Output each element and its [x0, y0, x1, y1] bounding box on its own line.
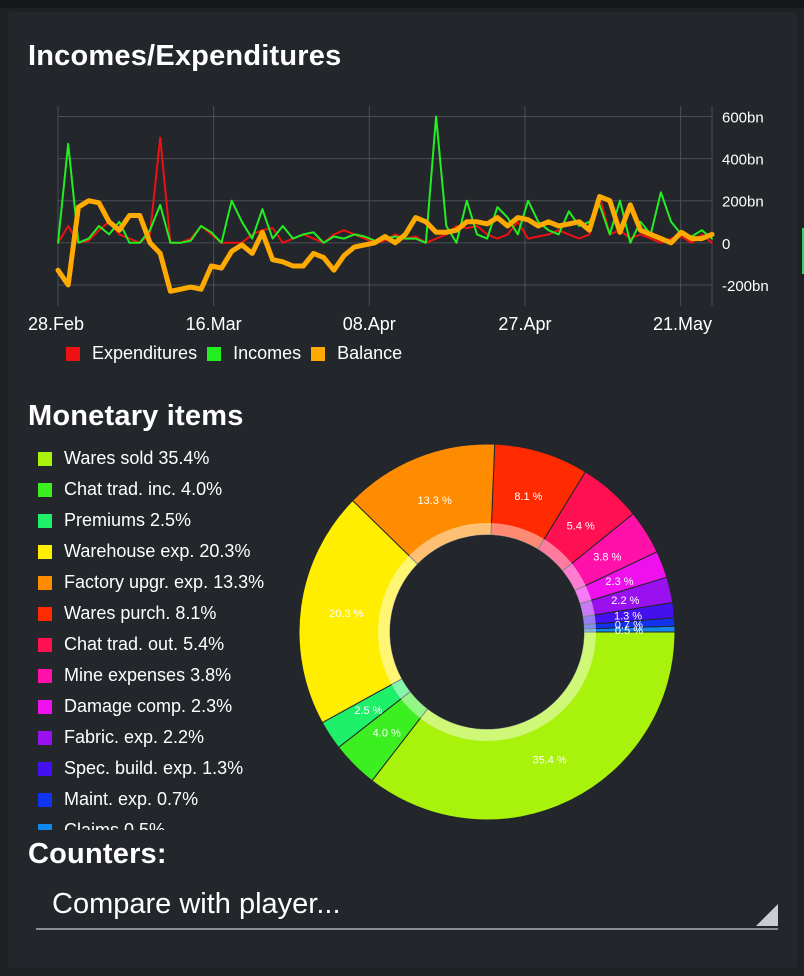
y-tick-label: 200bn: [722, 194, 764, 211]
monetary-title: Monetary items: [28, 400, 244, 432]
monetary-item-label: Fabric. exp. 2.2%: [64, 727, 205, 747]
x-tick-label: 08.Apr: [343, 314, 396, 334]
legend-label-balance: Balance: [337, 343, 403, 363]
monetary-item-label: Mine expenses 3.8%: [64, 665, 232, 685]
monetary-item-swatch: [38, 792, 52, 807]
monetary-item-swatch: [38, 761, 52, 776]
line-chart-legend: Expenditures Incomes Balance: [66, 343, 412, 364]
incomes-title: Incomes/Expenditures: [28, 40, 342, 72]
monetary-item-swatch: [38, 730, 52, 745]
monetary-item: Chat trad. out. 5.4%: [38, 629, 298, 660]
monetary-item-swatch: [38, 823, 52, 830]
donut-slice-label: 0.7 %: [615, 619, 643, 631]
monetary-item-label: Chat trad. inc. 4.0%: [64, 479, 223, 499]
donut-slice-label: 5.4 %: [567, 520, 595, 532]
counters-title: Counters:: [28, 838, 167, 870]
donut-slice-label: 35.4 %: [532, 754, 566, 766]
donut-slice-label: 0.5 %: [615, 625, 643, 637]
donut-inner-ring: [378, 523, 596, 741]
legend-swatch-incomes: [207, 346, 222, 361]
dropdown-corner-icon: [756, 904, 778, 926]
x-tick-label: 16.Mar: [186, 314, 242, 334]
x-tick-label: 21.May: [653, 314, 712, 334]
monetary-item-label: Damage comp. 2.3%: [64, 696, 233, 716]
monetary-item: Wares sold 35.4%: [38, 443, 298, 474]
monetary-item-label: Warehouse exp. 20.3%: [64, 541, 251, 561]
monetary-item: Factory upgr. exp. 13.3%: [38, 567, 298, 598]
monetary-item-swatch: [38, 668, 52, 683]
monetary-item-swatch: [38, 513, 52, 528]
monetary-item-swatch: [38, 637, 52, 652]
monetary-item-swatch: [38, 606, 52, 621]
donut-slice-label: 3.8 %: [593, 552, 621, 564]
monetary-item: Claims 0.5%: [38, 815, 298, 830]
legend-label-incomes: Incomes: [233, 343, 302, 363]
series-line-expenditures: [57, 136, 713, 244]
monetary-item: Premiums 2.5%: [38, 505, 298, 536]
incomes-line-chart: 600bn 400bn 200bn 0 -200bn 28.Feb 16.Mar 08.Ap…: [28, 106, 769, 334]
monetary-item: Spec. build. exp. 1.3%: [38, 753, 298, 784]
y-tick-label: 0: [722, 236, 730, 253]
monetary-item: Warehouse exp. 20.3%: [38, 536, 298, 567]
monetary-item-swatch: [38, 482, 52, 497]
monetary-item-label: Factory upgr. exp. 13.3%: [64, 572, 265, 592]
monetary-items-list: Wares sold 35.4% Chat trad. inc. 4.0% Prem…: [38, 443, 298, 830]
monetary-item: Wares purch. 8.1%: [38, 598, 298, 629]
monetary-item: Damage comp. 2.3%: [38, 691, 298, 722]
compare-player-placeholder: Compare with player...: [52, 888, 341, 920]
monetary-item-label: Chat trad. out. 5.4%: [64, 634, 225, 654]
monetary-item-label: Wares sold 35.4%: [64, 448, 210, 468]
monetary-item-label: Maint. exp. 0.7%: [64, 789, 199, 809]
donut-labels: 0.5 %0.7 %1.3 % 2.2 % 2.3 % 3.8 % 5.4 % 8.1 %…: [329, 491, 643, 766]
monetary-item-label: Premiums 2.5%: [64, 510, 192, 530]
top-bar: [0, 0, 804, 8]
monetary-item-label: Spec. build. exp. 1.3%: [64, 758, 244, 778]
donut-slice-label: 4.0 %: [373, 728, 401, 740]
series-line-balance: [55, 194, 715, 294]
monetary-item-swatch: [38, 699, 52, 714]
side-tab-indicator[interactable]: [802, 228, 804, 274]
monetary-item-label: Claims 0.5%: [64, 820, 166, 830]
monetary-item-label: Wares purch. 8.1%: [64, 603, 217, 623]
legend-swatch-balance: [311, 346, 326, 361]
chart-series: [55, 115, 715, 294]
monetary-item: Chat trad. inc. 4.0%: [38, 474, 298, 505]
monetary-item: Mine expenses 3.8%: [38, 660, 298, 691]
donut-slice-label: 8.1 %: [514, 491, 542, 503]
donut-slice-label: 2.5 %: [354, 705, 382, 717]
y-tick-label: 400bn: [722, 152, 764, 169]
compare-player-select[interactable]: Compare with player...: [36, 880, 778, 930]
monetary-item-swatch: [38, 544, 52, 559]
x-tick-label: 28.Feb: [28, 314, 84, 334]
monetary-item-swatch: [38, 575, 52, 590]
donut-slice-label: 2.2 %: [611, 595, 639, 607]
x-tick-label: 27.Apr: [498, 314, 551, 334]
legend-label-expenditures: Expenditures: [92, 343, 198, 363]
x-axis-ticks: 28.Feb 16.Mar 08.Apr 27.Apr 21.May: [28, 314, 712, 334]
donut-slice-label: 20.3 %: [329, 608, 363, 620]
donut-slice-label: 13.3 %: [418, 495, 452, 507]
monetary-item: Maint. exp. 0.7%: [38, 784, 298, 815]
monetary-donut-chart: 0.5 %0.7 %1.3 % 2.2 % 2.3 % 3.8 % 5.4 % 8.1 %…: [298, 443, 676, 821]
donut-slice-label: 2.3 %: [605, 576, 633, 588]
legend-swatch-expenditures: [66, 346, 80, 361]
donut-slice-label: 1.3 %: [614, 610, 642, 622]
donut-hole: [390, 535, 584, 729]
monetary-item: Fabric. exp. 2.2%: [38, 722, 298, 753]
y-tick-label: 600bn: [722, 110, 764, 127]
y-axis-ticks: 600bn 400bn 200bn 0 -200bn: [722, 110, 769, 295]
monetary-item-swatch: [38, 451, 52, 466]
y-tick-label: -200bn: [722, 278, 769, 295]
